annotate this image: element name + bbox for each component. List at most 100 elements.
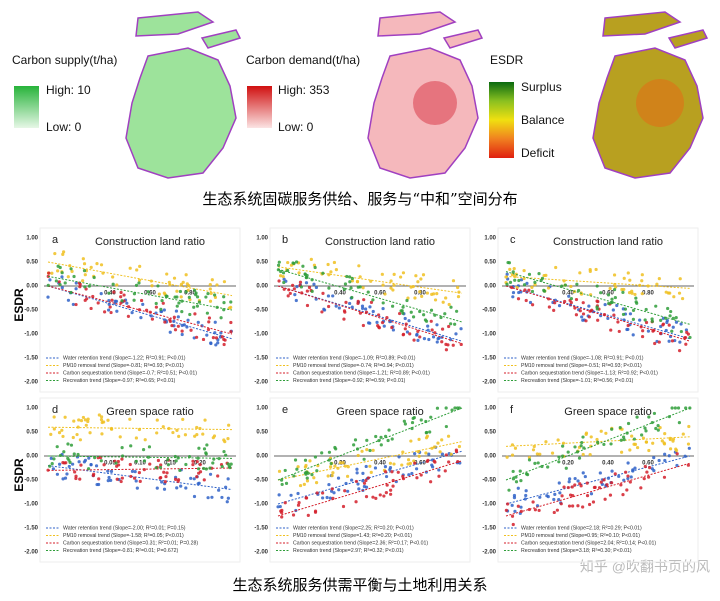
- scatter-dot: [279, 478, 284, 482]
- scatter-dot: [283, 501, 287, 505]
- scatter-dot: [210, 278, 214, 282]
- scatter-dot: [383, 470, 388, 474]
- scatter-dot: [163, 480, 167, 484]
- scatter-dot: [313, 265, 317, 270]
- scatter-dot: [375, 320, 379, 324]
- scatter-dot: [189, 476, 193, 480]
- scatter-dot: [577, 456, 582, 460]
- scatter-dot: [106, 418, 110, 422]
- trend-line: [277, 460, 463, 517]
- scatter-dot: [408, 332, 412, 336]
- scatter-dot: [401, 271, 406, 275]
- scatter-dot: [399, 309, 403, 313]
- scatter-dot: [209, 341, 213, 346]
- scatter-dot: [220, 464, 224, 469]
- scatter-dot: [161, 301, 165, 305]
- scatter-dot: [388, 468, 392, 472]
- y-tick-label: -2.00: [24, 550, 38, 556]
- scatter-dot: [381, 306, 385, 311]
- scatter-dot: [387, 428, 391, 432]
- scatter-dot: [380, 321, 385, 325]
- scatter-dot: [583, 474, 587, 479]
- panel-title: Construction land ratio: [553, 236, 663, 248]
- scatter-dot: [277, 469, 282, 473]
- scatter-dot: [431, 465, 435, 469]
- scatter-dot: [66, 275, 70, 279]
- scatter-dot: [197, 446, 201, 450]
- scatter-dot: [510, 453, 515, 457]
- y-axis-label: ESDR: [12, 458, 26, 492]
- scatter-dot: [447, 460, 451, 464]
- scatter-dot: [511, 477, 516, 481]
- scatter-dot: [687, 446, 691, 450]
- scatter-dot: [415, 333, 419, 337]
- scatter-dot: [670, 406, 674, 410]
- y-tick-label: -2.00: [254, 380, 268, 386]
- scatter-dot: [226, 496, 230, 500]
- scatter-dot: [392, 272, 396, 277]
- scatter-dot: [66, 298, 71, 302]
- scatter-dot: [413, 296, 417, 300]
- scatter-dot: [524, 298, 528, 303]
- scatter-dot: [640, 273, 644, 277]
- scatter-dot: [331, 471, 335, 475]
- scatter-dot: [61, 252, 65, 256]
- scatter-dot: [82, 269, 87, 273]
- scatter-dot: [662, 441, 666, 445]
- scatter-dot: [229, 320, 233, 325]
- scatter-dot: [46, 283, 50, 287]
- scatter-dot: [111, 282, 115, 286]
- scatter-dot: [449, 452, 453, 456]
- map-legend-title: ESDR: [490, 53, 524, 67]
- y-tick-label: -0.50: [482, 478, 496, 484]
- scatter-dot: [613, 472, 617, 476]
- scatter-dot: [511, 469, 515, 474]
- scatter-dot: [224, 485, 228, 489]
- scatter-dot: [71, 435, 75, 440]
- scatter-dot: [132, 298, 136, 302]
- scatter-dot: [85, 297, 89, 301]
- scatter-dot: [356, 482, 360, 486]
- scatter-dot: [527, 458, 532, 462]
- scatter-dot: [411, 416, 415, 420]
- scatter-dot: [206, 496, 210, 500]
- scatter-dot: [157, 292, 161, 296]
- scatter-dot: [329, 489, 334, 493]
- scatter-dot: [192, 305, 196, 309]
- scatter-dot: [532, 444, 536, 449]
- scatter-dot: [342, 317, 346, 321]
- scatter-dot: [571, 504, 575, 508]
- scatter-dot: [525, 281, 529, 285]
- scatter-dot: [656, 428, 660, 432]
- scatter-dot: [670, 329, 674, 333]
- scatter-dot: [628, 480, 632, 484]
- scatter-dot: [631, 333, 635, 337]
- scatter-dot: [620, 287, 624, 292]
- scatter-dot: [86, 467, 91, 471]
- scatter-dot: [297, 271, 301, 275]
- scatter-dot: [329, 461, 333, 466]
- scatter-dot: [107, 298, 111, 303]
- scatter-dot: [60, 275, 64, 279]
- scatter-dot: [349, 286, 353, 290]
- scatter-dot: [334, 304, 338, 308]
- y-tick-label: -1.50: [482, 526, 496, 532]
- scatter-dot: [137, 470, 141, 475]
- scatter-dot: [640, 433, 644, 437]
- y-tick-label: 0.00: [484, 454, 496, 460]
- scatter-dot: [327, 458, 331, 462]
- scatter-dot: [668, 447, 673, 451]
- legend-entry: PM10 removal trend (Slope=-0.74; R²=0.94…: [293, 363, 414, 369]
- scatter-dot: [222, 449, 226, 454]
- scatter-dot: [57, 462, 62, 466]
- scatter-dot: [323, 308, 327, 312]
- scatter-dot: [62, 250, 66, 254]
- scatter-dot: [92, 275, 96, 280]
- scatter-dot: [647, 475, 651, 479]
- scatter-dot: [581, 452, 585, 457]
- scatter-dot: [391, 328, 395, 332]
- scatter-dot: [208, 472, 213, 476]
- y-tick-label: 0.00: [26, 454, 38, 460]
- scatter-dot: [508, 280, 513, 284]
- scatter-dot: [516, 486, 520, 490]
